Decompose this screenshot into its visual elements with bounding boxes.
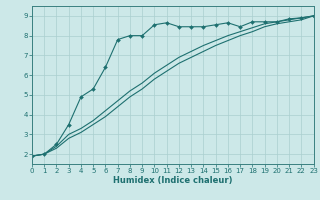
X-axis label: Humidex (Indice chaleur): Humidex (Indice chaleur) [113,176,233,185]
